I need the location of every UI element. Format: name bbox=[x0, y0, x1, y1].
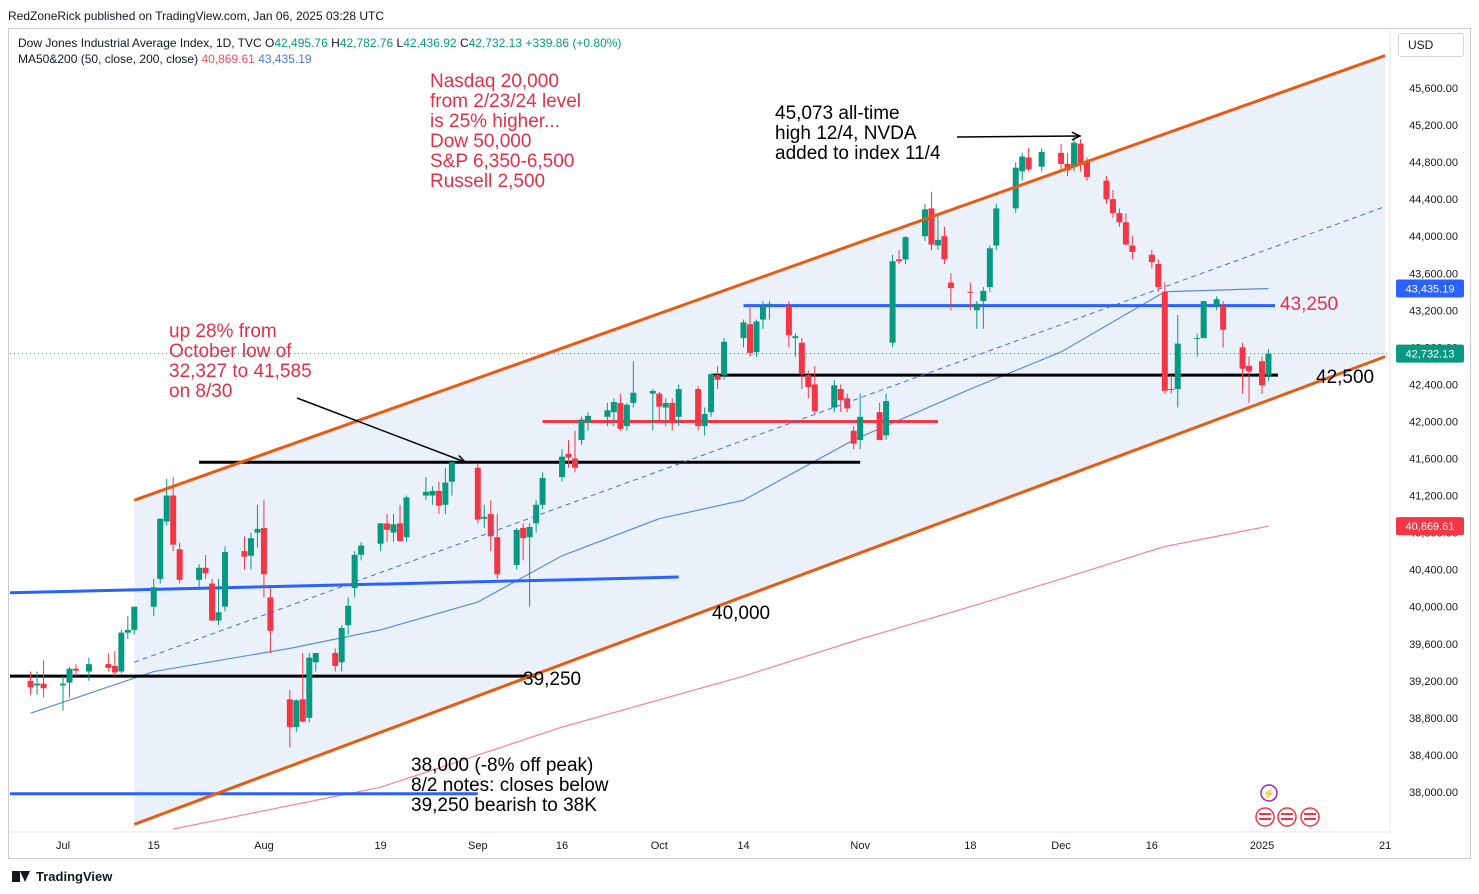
tradingview-footer: TradingView bbox=[12, 869, 112, 884]
chart-legend: Dow Jones Industrial Average Index, 1D, … bbox=[18, 35, 621, 67]
ohlc-close: C42,732.13 bbox=[459, 36, 522, 50]
ohlc-low: L42,436.92 bbox=[396, 36, 457, 50]
ma-value-2: 43,435.19 bbox=[258, 52, 312, 66]
ma-value-1: 40,869.61 bbox=[201, 52, 255, 66]
ohlc-high: H42,782.76 bbox=[331, 36, 394, 50]
chart-frame[interactable] bbox=[8, 28, 1471, 859]
ohlc-change: +339.86 (+0.80%) bbox=[525, 36, 622, 50]
footer-brand: TradingView bbox=[36, 869, 113, 884]
ohlc-open: O42,495.76 bbox=[265, 36, 328, 50]
publisher-line: RedZoneRick published on TradingView.com… bbox=[8, 9, 385, 23]
currency-selector[interactable]: USD bbox=[1398, 33, 1464, 57]
ma-indicator-label[interactable]: MA50&200 (50, close, 200, close) bbox=[18, 52, 199, 66]
tradingview-logo-icon bbox=[12, 871, 30, 882]
legend-row-instrument: Dow Jones Industrial Average Index, 1D, … bbox=[18, 35, 621, 51]
legend-row-ma: MA50&200 (50, close, 200, close) 40,869.… bbox=[18, 51, 621, 67]
instrument-name[interactable]: Dow Jones Industrial Average Index, 1D, … bbox=[18, 36, 262, 50]
